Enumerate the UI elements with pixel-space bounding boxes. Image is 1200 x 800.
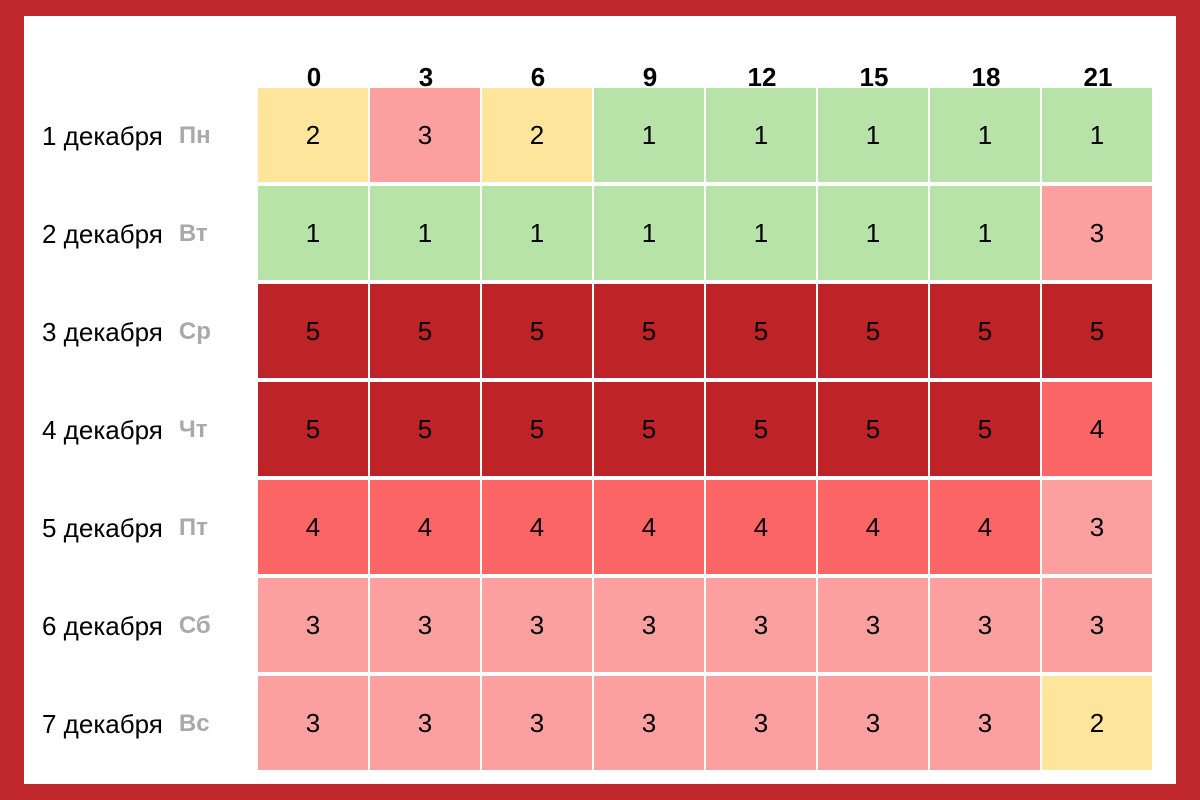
heatmap-cell: 1 xyxy=(1042,88,1152,182)
column-header: 6 xyxy=(530,62,546,92)
heatmap-cell: 4 xyxy=(818,480,928,574)
heatmap-cell: 3 xyxy=(818,578,928,672)
row-date-label: 7 декабря xyxy=(42,708,163,739)
column-header: 21 xyxy=(1083,62,1113,92)
heatmap-cell: 5 xyxy=(482,284,592,378)
heatmap-cell: 3 xyxy=(1042,578,1152,672)
heatmap-cell: 5 xyxy=(594,382,704,476)
heatmap-cell: 1 xyxy=(258,186,368,280)
row-label: 5 декабря Пт xyxy=(42,480,208,576)
heatmap-cell: 5 xyxy=(818,382,928,476)
row-label: 6 декабря Сб xyxy=(42,578,211,674)
row-date-label: 6 декабря xyxy=(42,610,163,641)
heatmap-cell: 5 xyxy=(1042,284,1152,378)
heatmap-cell: 3 xyxy=(930,676,1040,770)
column-header: 9 xyxy=(642,62,658,92)
column-header: 3 xyxy=(418,62,434,92)
heatmap-cell: 1 xyxy=(818,186,928,280)
heatmap-cell: 1 xyxy=(930,186,1040,280)
heatmap-cell: 3 xyxy=(258,578,368,672)
heatmap-cell: 5 xyxy=(370,382,480,476)
heatmap-cell: 2 xyxy=(1042,676,1152,770)
heatmap-cell: 5 xyxy=(482,382,592,476)
column-header: 12 xyxy=(747,62,777,92)
heatmap-cell: 5 xyxy=(930,284,1040,378)
heatmap-cell: 1 xyxy=(594,186,704,280)
row-label: 1 декабря Пн xyxy=(42,88,211,184)
heatmap-cell: 3 xyxy=(818,676,928,770)
heatmap-cell: 5 xyxy=(706,382,816,476)
heatmap-cell: 4 xyxy=(370,480,480,574)
row-date-label: 5 декабря xyxy=(42,512,163,543)
heatmap-cell: 1 xyxy=(594,88,704,182)
row-label: 7 декабря Вс xyxy=(42,676,210,772)
heatmap-cell: 5 xyxy=(258,284,368,378)
row-weekday-label: Пн xyxy=(178,122,211,149)
row-weekday-label: Вт xyxy=(178,220,208,247)
heatmap-cell: 2 xyxy=(482,88,592,182)
heatmap-cell: 1 xyxy=(482,186,592,280)
heatmap-cell: 1 xyxy=(370,186,480,280)
row-date-label: 4 декабря xyxy=(42,414,163,445)
column-header: 18 xyxy=(971,62,1001,92)
heatmap-cell: 5 xyxy=(706,284,816,378)
heatmap-cell: 1 xyxy=(706,88,816,182)
heatmap-cell: 3 xyxy=(594,578,704,672)
heatmap-cell: 3 xyxy=(1042,186,1152,280)
heatmap-cell: 3 xyxy=(258,676,368,770)
heatmap-cell: 1 xyxy=(930,88,1040,182)
heatmap-cell: 1 xyxy=(818,88,928,182)
heatmap-cell: 3 xyxy=(930,578,1040,672)
column-header: 0 xyxy=(306,62,322,92)
row-label: 3 декабря Ср xyxy=(42,284,211,380)
heatmap-cell: 4 xyxy=(1042,382,1152,476)
heatmap-cell: 4 xyxy=(594,480,704,574)
heatmap-cell: 3 xyxy=(482,578,592,672)
heatmap-cell: 5 xyxy=(258,382,368,476)
heatmap-cell: 3 xyxy=(482,676,592,770)
heatmap-frame: 0 3 6 9 12 15 18 21 1 декабря Пн 2 декабря Вт 3 дек… xyxy=(24,16,1176,784)
heatmap-cell: 4 xyxy=(706,480,816,574)
heatmap-cell: 4 xyxy=(930,480,1040,574)
heatmap-cell: 3 xyxy=(370,578,480,672)
column-header: 15 xyxy=(859,62,889,92)
row-label: 2 декабря Вт xyxy=(42,186,208,282)
row-weekday-label: Чт xyxy=(178,416,208,443)
heatmap-cell: 3 xyxy=(370,676,480,770)
heatmap-cell: 5 xyxy=(594,284,704,378)
heatmap-cell: 5 xyxy=(930,382,1040,476)
heatmap-cell: 5 xyxy=(370,284,480,378)
row-weekday-label: Ср xyxy=(178,318,211,345)
heatmap-cell: 5 xyxy=(818,284,928,378)
row-date-label: 3 декабря xyxy=(42,316,163,347)
heatmap-cell: 3 xyxy=(706,578,816,672)
heatmap-cell: 3 xyxy=(594,676,704,770)
heatmap-cell: 3 xyxy=(1042,480,1152,574)
row-label: 4 декабря Чт xyxy=(42,382,207,478)
row-date-label: 2 декабря xyxy=(42,218,163,249)
heatmap-cell: 3 xyxy=(706,676,816,770)
heatmap-cell: 4 xyxy=(482,480,592,574)
heatmap-cell: 3 xyxy=(370,88,480,182)
heatmap-cell: 1 xyxy=(706,186,816,280)
row-weekday-label: Сб xyxy=(178,612,211,639)
heatmap-cell: 2 xyxy=(258,88,368,182)
row-weekday-label: Пт xyxy=(178,514,208,541)
row-weekday-label: Вс xyxy=(178,710,210,737)
row-date-label: 1 декабря xyxy=(42,120,163,151)
heatmap-cell: 4 xyxy=(258,480,368,574)
